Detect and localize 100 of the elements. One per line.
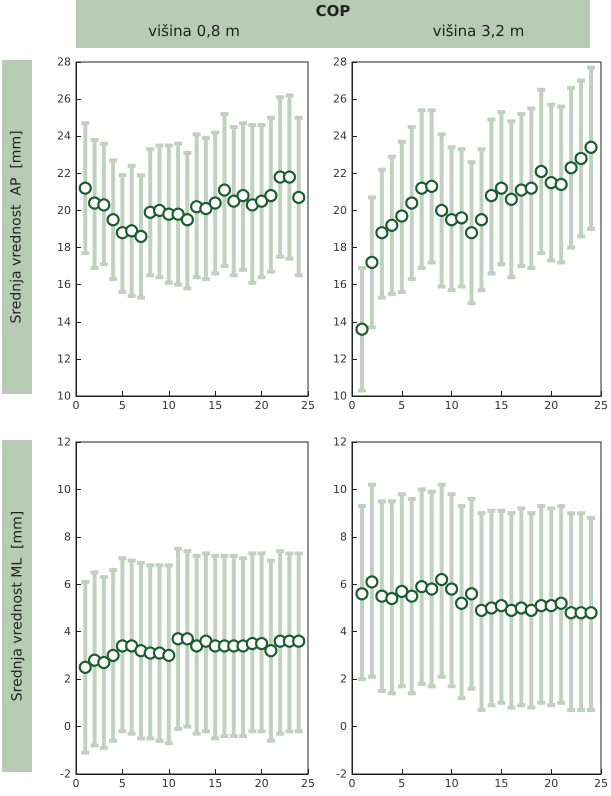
point: [97, 198, 110, 212]
point: [180, 632, 194, 646]
y-tick-label: 18: [333, 241, 347, 254]
point: [236, 189, 250, 202]
x-tick-label: 15: [494, 399, 508, 412]
y-tick-label: 26: [333, 92, 347, 106]
point: [445, 582, 458, 596]
point: [264, 644, 278, 658]
x-tick-label: 20: [544, 777, 558, 790]
point: [454, 211, 468, 224]
x-tick-label: 20: [544, 399, 558, 412]
y-tick-label: 12: [333, 436, 347, 448]
y-tick-label: 10: [333, 390, 347, 402]
point: [494, 182, 508, 195]
y-tick-label: 8: [64, 530, 71, 544]
point: [524, 182, 538, 195]
point: [464, 587, 478, 600]
y-tick-label: 20: [57, 204, 71, 217]
x-tick-label: 0: [72, 777, 80, 790]
point: [554, 178, 568, 192]
chart-title: COP: [314, 2, 352, 20]
point: [425, 582, 438, 596]
x-tick-label: 10: [162, 399, 176, 412]
point: [514, 601, 528, 615]
y-tick-label: 16: [57, 278, 71, 292]
point: [395, 584, 408, 598]
y-tick-label: 14: [333, 315, 347, 328]
y-tick-label: 18: [57, 241, 71, 254]
point: [355, 587, 369, 600]
x-tick-label: 20: [254, 399, 269, 412]
point: [554, 596, 568, 610]
point: [415, 182, 428, 195]
y-tick-label: 6: [64, 578, 71, 591]
y-tick-label: -2: [60, 768, 71, 780]
point: [106, 648, 120, 662]
x-tick-label: 10: [444, 777, 459, 790]
point: [405, 196, 418, 210]
point: [282, 170, 296, 184]
point: [125, 639, 138, 653]
y-tick-label: 0: [340, 720, 347, 734]
point: [125, 224, 138, 238]
y-tick-label: 22: [333, 166, 347, 180]
y-tick-label: 24: [333, 130, 347, 143]
point: [162, 648, 176, 662]
x-tick-label: 10: [162, 777, 176, 790]
point: [464, 226, 478, 240]
point: [574, 152, 588, 166]
point: [97, 656, 110, 670]
x-tick-label: 15: [208, 399, 222, 412]
x-tick-label: 5: [398, 777, 406, 790]
point: [534, 164, 548, 178]
point: [78, 660, 92, 674]
y-tick-label: 4: [340, 625, 347, 638]
point: [180, 213, 194, 226]
x-tick-label: 25: [594, 399, 608, 412]
point: [365, 256, 379, 269]
point: [365, 575, 379, 589]
x-tick-label: 25: [301, 399, 315, 412]
point: [504, 604, 518, 617]
y-axis-title: Srednja vrednost AP [mm]: [9, 130, 26, 324]
point: [78, 182, 92, 195]
point: [405, 590, 418, 603]
point: [474, 213, 488, 226]
x-tick-label: 0: [348, 777, 356, 790]
y-tick-label: 28: [333, 56, 347, 68]
x-tick-label: 0: [72, 399, 80, 412]
x-tick-label: 5: [118, 777, 126, 790]
y-tick-label: 4: [64, 625, 71, 638]
point: [435, 204, 448, 218]
point: [474, 604, 488, 617]
point: [134, 230, 148, 244]
y-tick-label: 0: [64, 720, 71, 734]
y-tick-label: 16: [333, 278, 347, 292]
point: [227, 194, 240, 208]
point: [484, 601, 498, 615]
point: [494, 599, 508, 612]
x-tick-label: 5: [398, 399, 406, 412]
y-tick-label: 24: [57, 130, 71, 143]
point: [435, 572, 448, 586]
point: [425, 180, 438, 193]
point: [375, 226, 388, 240]
chart-subtitle: višina 3,2 m: [432, 22, 526, 40]
y-tick-label: 28: [57, 56, 71, 68]
point: [208, 196, 222, 210]
point: [584, 606, 598, 620]
y-tick-label: 12: [57, 436, 71, 448]
y-tick-label: 10: [333, 482, 347, 496]
y-tick-label: 10: [57, 482, 71, 496]
y-tick-label: 20: [333, 204, 347, 217]
y-tick-label: 8: [340, 530, 347, 544]
point: [395, 209, 408, 223]
x-tick-label: 15: [208, 777, 222, 790]
point: [584, 140, 598, 154]
point: [171, 208, 185, 221]
y-tick-label: 12: [333, 352, 347, 366]
point: [454, 596, 468, 610]
y-tick-label: 10: [57, 390, 71, 402]
y-tick-label: 14: [57, 315, 71, 328]
y-tick-label: 2: [64, 672, 71, 686]
y-axis-title: Srednja vrednost ML [mm]: [9, 510, 26, 702]
